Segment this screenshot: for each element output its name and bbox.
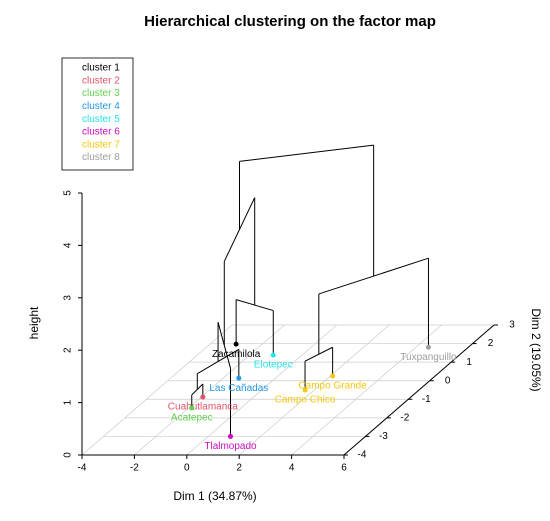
x-tick-label: 2 <box>236 463 242 474</box>
grid-line <box>134 324 285 456</box>
point-label: Las Cañadas <box>209 383 268 394</box>
chart-title: Hierarchical clustering on the factor ma… <box>144 13 436 30</box>
point <box>189 405 195 411</box>
y-tick-label: 0 <box>445 375 451 386</box>
x-tick-label: 6 <box>341 463 347 474</box>
legend-label: cluster 3 <box>82 88 120 99</box>
legend-label: cluster 2 <box>82 75 120 86</box>
point-label: Elotepec <box>254 360 293 371</box>
point-label: Zacamilola <box>212 349 261 360</box>
y-tick-label: 1 <box>466 357 472 368</box>
x-tick-label: 0 <box>184 463 190 474</box>
point-label: Tlalmopado <box>204 441 257 452</box>
grid-line <box>81 324 233 456</box>
z-tick-label: 0 <box>63 452 74 458</box>
legend-label: cluster 8 <box>82 152 120 163</box>
branch <box>239 144 374 162</box>
y-axis-label: Dim 2 (19.05%) <box>529 308 543 391</box>
y-tick-label: -4 <box>358 450 367 461</box>
y-axis <box>343 324 495 456</box>
y-tick-label: -2 <box>400 412 409 423</box>
legend-label: cluster 4 <box>82 101 120 112</box>
z-axis-label: height <box>27 306 41 339</box>
z-tick-label: 5 <box>63 190 74 196</box>
point <box>200 394 206 400</box>
x-tick-label: -4 <box>78 463 87 474</box>
y-tick-label: -1 <box>422 394 431 405</box>
point-label: Campo Chico <box>275 395 336 406</box>
point <box>270 352 276 358</box>
point-label: Campo Grande <box>298 381 367 392</box>
z-tick-label: 2 <box>63 347 74 353</box>
y-tick-label: -3 <box>379 431 388 442</box>
z-tick-label: 1 <box>63 399 74 405</box>
y-tick-label: 3 <box>509 320 515 331</box>
point <box>425 344 431 350</box>
grid-line <box>238 324 390 456</box>
point <box>227 433 233 439</box>
point <box>233 341 239 347</box>
grid-line <box>186 324 338 456</box>
x-tick-label: 4 <box>289 463 295 474</box>
y-tick-label: 2 <box>488 338 494 349</box>
z-tick-label: 4 <box>63 242 74 248</box>
legend-label: cluster 1 <box>82 63 120 74</box>
legend-box <box>61 57 134 171</box>
legend-label: cluster 7 <box>82 139 120 150</box>
legend-label: cluster 5 <box>82 114 120 125</box>
z-tick-label: 3 <box>63 295 74 301</box>
point-label: Tuxpanguillo <box>400 352 457 363</box>
branch <box>191 383 204 396</box>
x-axis-label: Dim 1 (34.87%) <box>173 489 256 503</box>
x-tick-label: -2 <box>130 463 139 474</box>
legend-label: cluster 6 <box>82 127 120 138</box>
point <box>302 387 308 393</box>
point-label: Cuahutlamanca <box>168 402 238 413</box>
point <box>330 373 336 379</box>
point-label: Acatepec <box>171 413 213 424</box>
point <box>236 375 242 381</box>
grid-line <box>291 324 442 456</box>
